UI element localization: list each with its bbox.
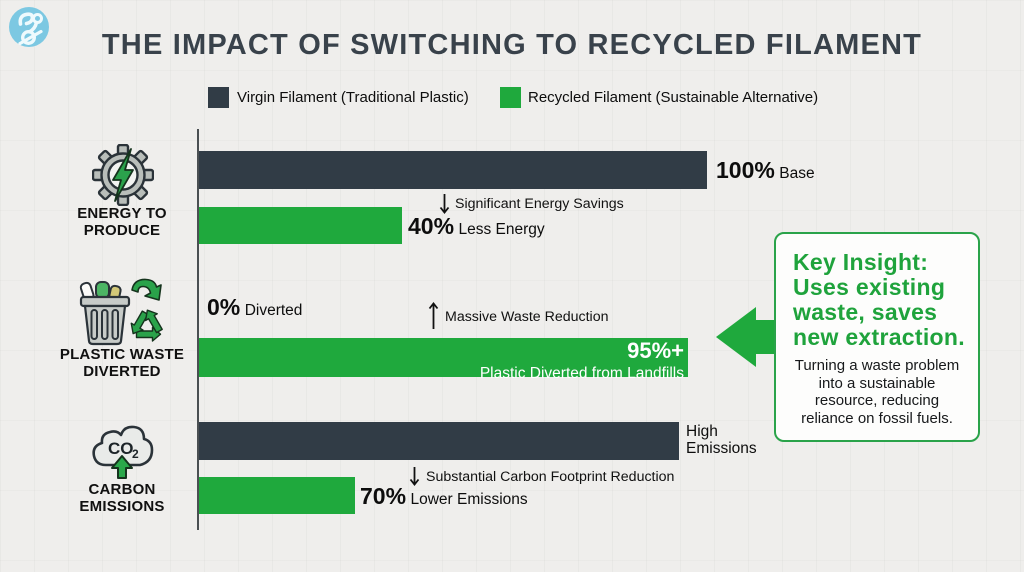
svg-text:CO: CO xyxy=(108,439,134,458)
svg-text:2: 2 xyxy=(132,447,139,461)
